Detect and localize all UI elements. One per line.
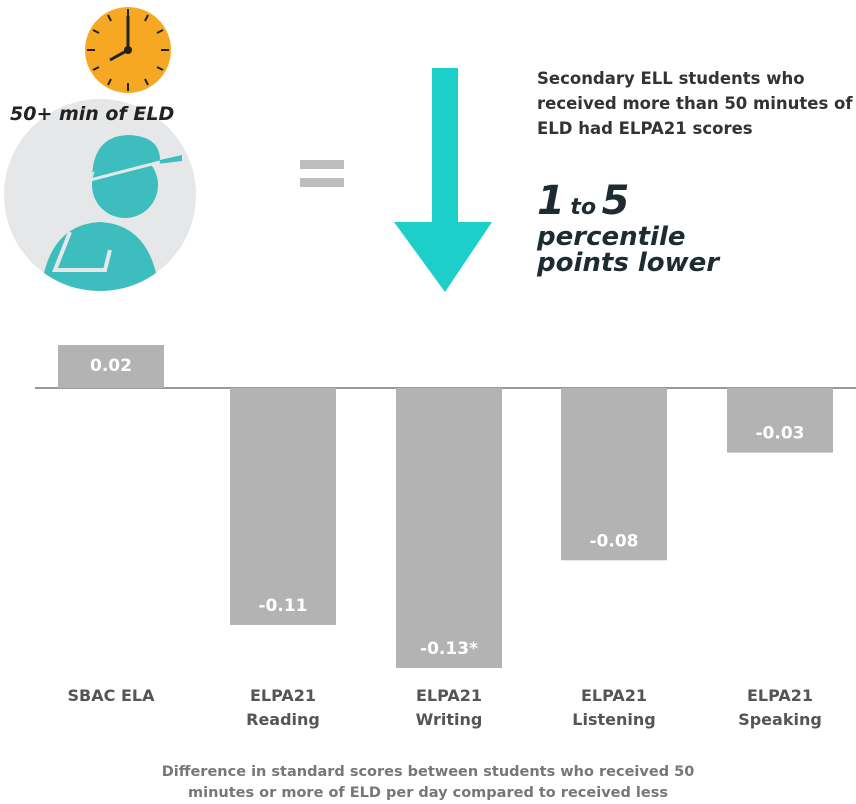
- value-label: -0.11: [259, 596, 308, 616]
- equals-sign: [300, 160, 344, 187]
- value-label: 0.02: [90, 356, 132, 376]
- clock-icon: [85, 7, 171, 93]
- page: {"chart_data": {"type": "bar", "badge": …: [0, 0, 856, 804]
- highlight-rest: percentile points lower: [537, 224, 757, 276]
- caption: Difference in standard scores between st…: [160, 762, 696, 804]
- highlight-to: 5: [602, 178, 630, 224]
- highlight-from: 1: [537, 178, 565, 224]
- annotation: Secondary ELL students who received more…: [537, 66, 856, 141]
- down-arrow: [394, 68, 492, 292]
- category-label: ELPA21 Reading: [233, 684, 333, 732]
- value-label: -0.08: [590, 531, 639, 551]
- value-label: -0.03: [756, 424, 805, 444]
- highlight-to-word: to: [570, 195, 596, 220]
- category-label: SBAC ELA: [61, 684, 161, 708]
- bar: [230, 388, 336, 625]
- highlight: 1 to 5 percentile points lower: [537, 188, 837, 276]
- category-label: ELPA21 Listening: [564, 684, 664, 732]
- badge-label: 50+ min of ELD: [10, 103, 230, 125]
- category-label: ELPA21 Writing: [399, 684, 499, 732]
- bar: [396, 388, 502, 668]
- value-label: -0.13*: [420, 639, 478, 659]
- category-label: ELPA21 Speaking: [730, 684, 830, 732]
